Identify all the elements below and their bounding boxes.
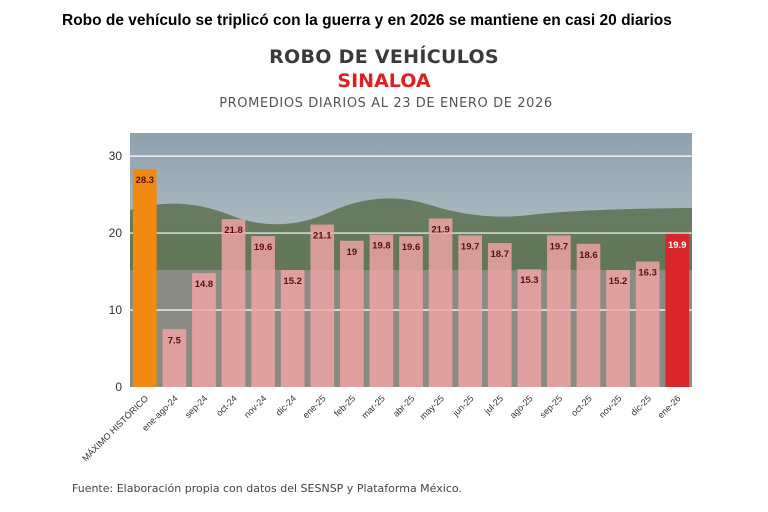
bar-dic-25 bbox=[635, 261, 660, 387]
y-tick-label: 30 bbox=[109, 149, 123, 163]
bar-jun-25 bbox=[458, 235, 482, 387]
headline: Robo de vehículo se triplicó con la guer… bbox=[62, 12, 672, 29]
bar-jul-25 bbox=[487, 243, 512, 387]
bar-oct-24 bbox=[221, 219, 246, 387]
data-label: 28.3 bbox=[136, 175, 155, 186]
x-tick-label: nov-24 bbox=[242, 393, 269, 420]
y-tick-label: 10 bbox=[109, 303, 123, 317]
x-tick-label: sep-24 bbox=[183, 393, 210, 420]
data-label: 18.7 bbox=[490, 249, 509, 260]
data-label: 21.8 bbox=[224, 225, 243, 236]
x-tick-label: dic-24 bbox=[274, 393, 298, 417]
data-label: 19.8 bbox=[372, 241, 391, 252]
y-tick-label: 20 bbox=[109, 226, 123, 240]
y-axis: 0 10 20 30 bbox=[109, 149, 123, 394]
data-label: 19.9 bbox=[668, 240, 687, 251]
bar-nov-25 bbox=[606, 270, 630, 387]
y-tick-label: 0 bbox=[115, 380, 122, 394]
data-label: 15.3 bbox=[520, 275, 539, 286]
x-tick-label: oct-25 bbox=[569, 393, 594, 418]
x-tick-label: jul-25 bbox=[482, 393, 505, 416]
data-label: 15.2 bbox=[609, 276, 628, 287]
bar-abr-25 bbox=[399, 236, 423, 387]
bar-oct-25 bbox=[576, 243, 601, 387]
x-tick-label: sep-25 bbox=[538, 393, 565, 420]
x-tick-label: jun-25 bbox=[450, 393, 475, 418]
bar-ago-25 bbox=[517, 269, 542, 387]
x-tick-label: ene-25 bbox=[301, 393, 328, 420]
x-tick-label: ene-26 bbox=[656, 393, 683, 420]
bar-MÁXIMO HISTÓRICO bbox=[132, 169, 157, 387]
x-tick-label: ago-25 bbox=[508, 393, 535, 420]
bar-sep-25 bbox=[547, 235, 571, 387]
x-tick-label: oct-24 bbox=[214, 393, 239, 418]
data-label: 16.3 bbox=[638, 268, 657, 279]
x-tick-label: MÁXIMO HISTÓRICO bbox=[80, 393, 150, 463]
x-tick-label: feb-25 bbox=[332, 393, 357, 418]
bars: 28.3 7.5 14.8 21.8 19.6 15.2 21.1 19 19.8 19.6 21.… bbox=[132, 169, 690, 387]
bar-dic-24 bbox=[280, 270, 305, 387]
data-label: 19.7 bbox=[461, 241, 480, 252]
data-label: 21.1 bbox=[313, 231, 332, 242]
bar-mar-25 bbox=[369, 234, 394, 387]
data-label: 19.6 bbox=[402, 242, 421, 253]
data-label: 7.5 bbox=[168, 335, 182, 346]
chart-caption: PROMEDIOS DIARIOS AL 23 DE ENERO DE 2026 bbox=[219, 96, 553, 111]
bar-ene-ago-24 bbox=[162, 329, 187, 387]
bar-nov-24 bbox=[251, 236, 275, 387]
data-label: 21.9 bbox=[431, 224, 450, 235]
source-note: Fuente: Elaboración propia con datos del… bbox=[72, 482, 462, 495]
data-label: 15.2 bbox=[283, 276, 302, 287]
bar-sep-24 bbox=[192, 273, 216, 387]
chart-title: ROBO DE VEHÍCULOS bbox=[269, 46, 499, 68]
x-tick-label: dic-25 bbox=[629, 393, 653, 417]
x-tick-label: may-25 bbox=[418, 393, 446, 421]
x-tick-label: nov-25 bbox=[597, 393, 624, 420]
data-label: 18.6 bbox=[579, 250, 598, 261]
data-label: 19.6 bbox=[254, 242, 273, 253]
bar-may-25 bbox=[428, 218, 453, 387]
data-label: 14.8 bbox=[195, 279, 214, 290]
bar-feb-25 bbox=[340, 240, 364, 387]
x-tick-label: abr-25 bbox=[391, 393, 416, 418]
bar-ene-25 bbox=[310, 224, 335, 387]
data-label: 19 bbox=[347, 247, 358, 258]
bar-ene-26 bbox=[665, 233, 690, 387]
x-tick-label: mar-25 bbox=[360, 393, 387, 420]
data-label: 19.7 bbox=[550, 241, 569, 252]
chart-subtitle: SINALOA bbox=[337, 70, 431, 92]
